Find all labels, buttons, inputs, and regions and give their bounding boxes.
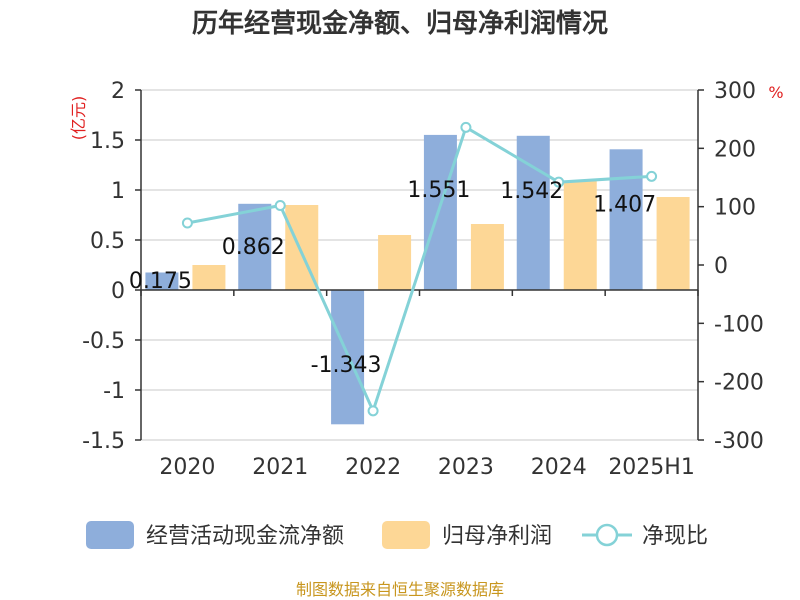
ratio-point-2025H1 <box>646 170 658 182</box>
legend-item-net-profit[interactable]: 归母净利润 <box>382 521 552 549</box>
x-tick-label-2025H1: 2025H1 <box>608 455 695 480</box>
data-label-cashflow-2020: 0.175 <box>129 269 192 294</box>
ratio-point-2020 <box>181 217 193 229</box>
left-tick-label-0: 2 <box>111 79 125 104</box>
left-tick-label-3: 0.5 <box>90 229 125 254</box>
bar-net-profit-2025H1 <box>656 197 690 290</box>
legend-label-cashflow: 经营活动现金流净额 <box>146 524 344 549</box>
chart-title: 历年经营现金净额、归母净利润情况 <box>192 8 608 39</box>
data-label-cashflow-2023: 1.551 <box>407 178 470 203</box>
legend-swatch-ratio-marker <box>595 523 619 547</box>
right-tick-label-4: -100 <box>714 312 764 337</box>
left-tick-label-4: 0 <box>111 279 125 304</box>
x-tick-label-2023: 2023 <box>438 455 494 480</box>
right-axis-unit: % <box>768 83 783 102</box>
data-source: 制图数据来自恒生聚源数据库 <box>296 580 504 599</box>
ratio-line <box>181 121 658 417</box>
data-label-cashflow-2021: 0.862 <box>222 235 285 260</box>
tick-labels: 2 1.5 1 0.5 0 -0.5 -1 -1.5 300 200 100 0 -100 -200 -30… <box>82 79 764 480</box>
bar-net-profit-2024 <box>563 181 597 290</box>
bar-net-profit-2023 <box>470 224 504 290</box>
right-tick-label-5: -200 <box>714 371 764 396</box>
legend-swatch-net-profit <box>382 521 430 549</box>
legend-label-net-profit: 归母净利润 <box>442 524 552 549</box>
ratio-polyline <box>187 125 652 415</box>
left-axis-unit: (亿元) <box>69 96 88 141</box>
left-tick-label-6: -1 <box>103 379 125 404</box>
legend: 经营活动现金流净额 归母净利润 净现比 <box>86 521 708 549</box>
bar-net-profit-2020 <box>192 265 226 290</box>
left-tick-label-5: -0.5 <box>82 329 125 354</box>
data-label-cashflow-2022: -1.343 <box>311 353 382 378</box>
ratio-point-2024 <box>553 176 565 188</box>
legend-item-ratio[interactable]: 净现比 <box>582 523 708 549</box>
legend-label-ratio: 净现比 <box>642 524 708 549</box>
right-tick-label-0: 300 <box>714 79 756 104</box>
x-tick-label-2022: 2022 <box>345 455 401 480</box>
axes <box>135 89 704 441</box>
bar-cashflow-2020 <box>145 272 179 290</box>
left-tick-label-2: 1 <box>111 179 125 204</box>
legend-swatch-cashflow <box>86 521 134 549</box>
right-tick-label-1: 200 <box>714 137 756 162</box>
legend-item-cashflow[interactable]: 经营活动现金流净额 <box>86 521 344 549</box>
x-tick-label-2020: 2020 <box>159 455 215 480</box>
bar-net-profit-2022 <box>378 235 412 290</box>
ratio-point-2023 <box>460 121 472 133</box>
data-label-cashflow-2025H1: 1.407 <box>593 192 656 217</box>
bar-cashflow-2023 <box>423 134 457 290</box>
data-labels: 0.175 0.862 -1.343 1.551 1.542 1.407 <box>129 178 656 378</box>
x-tick-label-2024: 2024 <box>531 455 587 480</box>
x-tick-label-2021: 2021 <box>252 455 308 480</box>
left-tick-label-1: 1.5 <box>90 129 125 154</box>
right-tick-label-6: -300 <box>714 429 764 454</box>
bar-cashflow-2025H1 <box>609 149 643 290</box>
ratio-point-2022 <box>367 405 379 417</box>
left-tick-label-7: -1.5 <box>82 429 125 454</box>
bars <box>145 134 690 425</box>
bar-cashflow-2021 <box>238 203 272 290</box>
right-tick-label-2: 100 <box>714 196 756 221</box>
data-label-cashflow-2024: 1.542 <box>500 179 563 204</box>
ratio-point-2021 <box>274 200 286 211</box>
right-tick-label-3: 0 <box>714 254 728 279</box>
